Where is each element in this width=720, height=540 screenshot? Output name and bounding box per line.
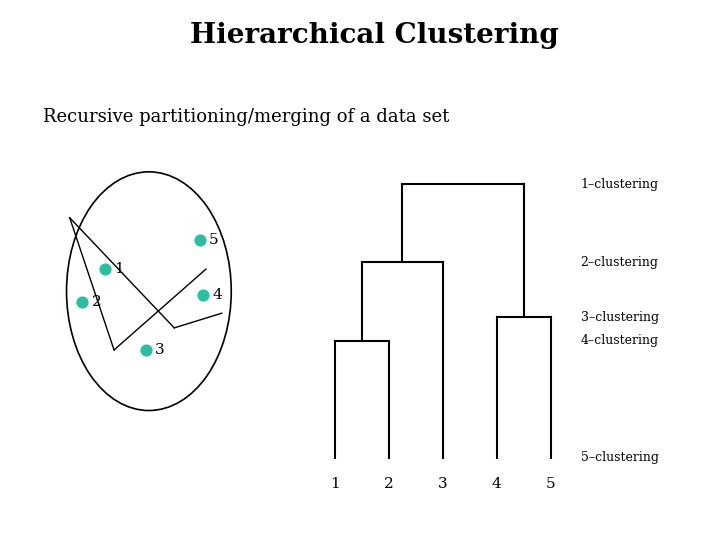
Text: 5: 5	[546, 477, 556, 491]
Text: 1: 1	[330, 477, 340, 491]
Text: 1–clustering: 1–clustering	[580, 178, 659, 191]
Text: 4–clustering: 4–clustering	[580, 334, 659, 347]
Text: 3: 3	[438, 477, 448, 491]
Point	[197, 291, 209, 299]
Text: 5: 5	[209, 233, 219, 247]
Text: 2: 2	[92, 295, 102, 309]
Text: 4: 4	[212, 288, 222, 302]
Text: Hierarchical Clustering: Hierarchical Clustering	[190, 22, 559, 49]
Text: 2–clustering: 2–clustering	[580, 256, 659, 269]
Point	[194, 235, 205, 244]
Text: 1: 1	[114, 262, 124, 276]
Text: 3: 3	[156, 343, 165, 357]
Point	[99, 265, 110, 273]
Text: Recursive partitioning/merging of a data set: Recursive partitioning/merging of a data…	[43, 108, 449, 126]
Point	[140, 346, 151, 354]
Text: 3–clustering: 3–clustering	[580, 310, 659, 323]
Text: 2: 2	[384, 477, 394, 491]
Text: 4: 4	[492, 477, 502, 491]
Text: 5–clustering: 5–clustering	[580, 451, 659, 464]
Point	[76, 298, 88, 307]
